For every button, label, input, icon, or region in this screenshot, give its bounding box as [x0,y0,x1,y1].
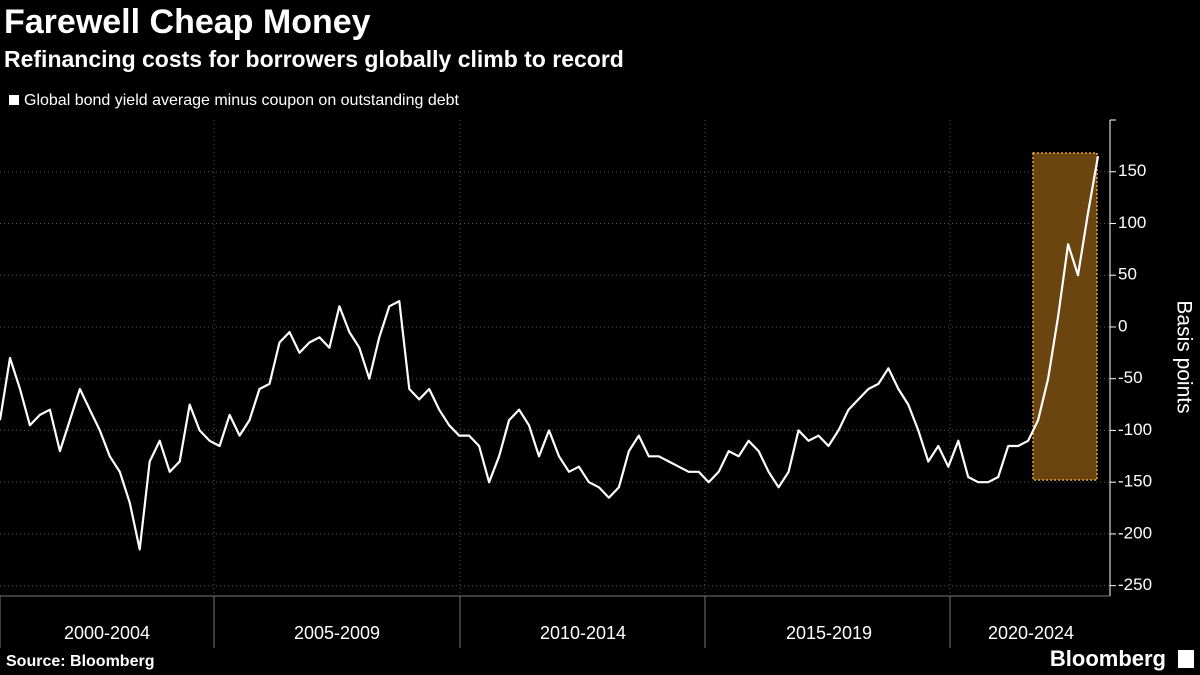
y-tick-label: -150 [1118,472,1152,491]
y-tick-label: -50 [1118,368,1143,387]
source: Source: Bloomberg [6,653,154,670]
x-tick-label: 2010-2014 [540,623,626,643]
x-tick-label: 2005-2009 [294,623,380,643]
x-tick-label: 2000-2004 [64,623,150,643]
brand: Bloomberg [1050,646,1166,671]
chart-subtitle: Refinancing costs for borrowers globally… [4,46,624,72]
chart-title: Farewell Cheap Money [4,3,371,41]
legend-label: Global bond yield average minus coupon o… [24,92,460,109]
y-tick-label: -200 [1118,523,1152,542]
highlight-box [1032,152,1098,481]
x-tick-label: 2020-2024 [988,623,1074,643]
line-series [0,156,1100,551]
y-tick-label: 50 [1118,265,1137,284]
legend-swatch [9,95,19,105]
y-tick-label: 100 [1118,213,1146,232]
x-tick-label: 2015-2019 [786,623,872,643]
y-tick-label: 150 [1118,161,1146,180]
brand-icon [1178,650,1194,668]
y-tick-label: 0 [1118,316,1127,335]
y-tick-label: -250 [1118,575,1152,594]
y-axis-label: Basis points [1172,300,1195,413]
y-tick-label: -100 [1118,420,1152,439]
